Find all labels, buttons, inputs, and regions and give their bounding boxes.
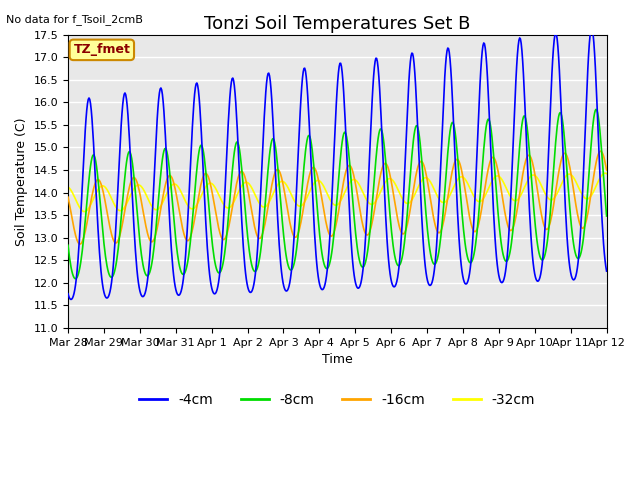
Legend: -4cm, -8cm, -16cm, -32cm: -4cm, -8cm, -16cm, -32cm xyxy=(134,388,541,413)
Title: Tonzi Soil Temperatures Set B: Tonzi Soil Temperatures Set B xyxy=(204,15,470,33)
Y-axis label: Soil Temperature (C): Soil Temperature (C) xyxy=(15,117,28,246)
Text: No data for f_Tsoil_2cmB: No data for f_Tsoil_2cmB xyxy=(6,14,143,25)
Text: TZ_fmet: TZ_fmet xyxy=(74,43,131,56)
X-axis label: Time: Time xyxy=(322,353,353,366)
